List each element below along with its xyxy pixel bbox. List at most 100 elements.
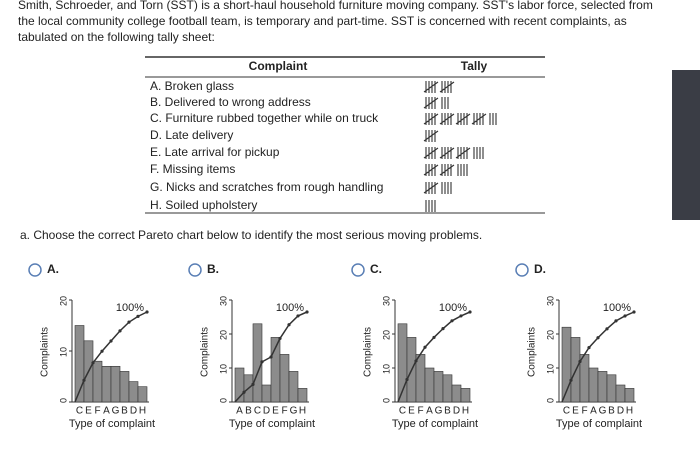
x-tick-label: G — [435, 406, 443, 417]
tally-marks — [423, 147, 484, 159]
x-tick-label: B — [444, 406, 451, 417]
cumulative-label: 100% — [276, 302, 304, 314]
x-tick-label: B — [245, 406, 252, 417]
cumulative-point — [82, 378, 86, 382]
y-tick-label: 30 — [218, 296, 228, 306]
cumulative-point — [127, 320, 131, 324]
x-tick-label: H — [299, 406, 306, 417]
cumulative-point — [118, 329, 122, 333]
cumulative-point — [100, 349, 104, 353]
x-tick-label: G — [290, 406, 298, 417]
y-tick-label: 10 — [58, 347, 68, 357]
cumulative-point — [614, 319, 618, 323]
cumulative-point — [468, 310, 472, 314]
x-tick-label: F — [281, 406, 287, 417]
bar — [110, 365, 121, 403]
option-label: B. — [207, 262, 219, 276]
complaint-label: A. Broken glass — [150, 79, 234, 93]
bar — [128, 381, 139, 403]
y-tick-label: 10 — [218, 364, 228, 374]
complaint-label: E. Late arrival for pickup — [150, 145, 280, 159]
bar — [615, 384, 626, 403]
cumulative-point — [242, 390, 246, 394]
bar — [442, 374, 453, 403]
x-tick-label: C — [254, 406, 261, 417]
y-tick-label: 20 — [218, 330, 228, 340]
tally-marks — [423, 113, 497, 125]
cumulative-point — [441, 327, 445, 331]
bar — [624, 388, 635, 403]
bar — [252, 323, 263, 403]
option-label: A. — [47, 262, 59, 276]
cumulative-point — [278, 336, 282, 341]
y-axis-label: Complaints — [363, 327, 374, 377]
bar — [137, 386, 148, 403]
bar — [297, 388, 308, 403]
bar — [460, 388, 471, 403]
tally-marks — [423, 182, 452, 194]
table-header: Tally — [461, 59, 488, 73]
x-tick-label: F — [94, 406, 100, 417]
x-tick-label: D — [263, 406, 270, 417]
tally-marks — [423, 97, 449, 109]
bar — [606, 374, 617, 403]
cumulative-point — [287, 323, 291, 327]
x-tick-label: H — [462, 406, 469, 417]
x-tick-label: A — [236, 406, 243, 417]
bar — [433, 371, 444, 403]
cumulative-point — [414, 359, 418, 363]
intro-line: tabulated on the following tally sheet: — [18, 30, 215, 44]
tally-marks — [425, 200, 436, 212]
x-tick-label: E — [572, 406, 579, 417]
x-tick-label: C — [76, 406, 83, 417]
cumulative-point — [251, 382, 255, 386]
x-tick-label: G — [112, 406, 120, 417]
y-axis-label: Complaints — [527, 327, 538, 377]
complaint-label: D. Late delivery — [150, 128, 233, 142]
y-axis-label: Complaints — [200, 327, 211, 377]
cumulative-point — [91, 361, 95, 365]
bar — [261, 384, 272, 403]
intro-line: the local community college football tea… — [18, 14, 627, 28]
x-tick-label: A — [590, 406, 597, 417]
complaint-label: H. Soiled upholstery — [150, 198, 257, 212]
radio-button[interactable] — [188, 263, 202, 277]
bar — [288, 371, 299, 403]
x-tick-label: B — [121, 406, 128, 417]
y-tick-label: 10 — [381, 364, 391, 374]
x-tick-label: A — [103, 406, 110, 417]
cumulative-point — [587, 346, 591, 350]
option-label: D. — [534, 262, 546, 276]
radio-button[interactable] — [28, 263, 42, 277]
cumulative-point — [109, 339, 113, 343]
option-label: C. — [370, 262, 382, 276]
radio-button[interactable] — [515, 263, 529, 277]
cumulative-point — [450, 319, 454, 323]
bar — [101, 365, 112, 403]
x-tick-label: E — [272, 406, 279, 417]
cumulative-point — [423, 345, 427, 349]
bar — [119, 371, 130, 403]
x-tick-label: F — [581, 406, 587, 417]
x-axis-label: Type of complaint — [69, 418, 155, 430]
x-tick-label: A — [426, 406, 433, 417]
bar — [588, 367, 599, 403]
x-axis-label: Type of complaint — [392, 418, 478, 430]
y-tick-label: 10 — [545, 364, 555, 374]
cumulative-label: 100% — [603, 302, 631, 314]
radio-button[interactable] — [351, 263, 365, 277]
y-tick-label: 0 — [545, 398, 555, 403]
x-tick-label: C — [563, 406, 570, 417]
side-panel — [672, 70, 700, 220]
complaint-label: C. Furniture rubbed together while on tr… — [150, 111, 379, 125]
y-axis-label: Complaints — [40, 327, 51, 377]
cumulative-point — [145, 310, 149, 314]
cumulative-point — [632, 310, 636, 314]
x-tick-label: C — [399, 406, 406, 417]
x-axis-label: Type of complaint — [556, 418, 642, 430]
complaint-label: G. Nicks and scratches from rough handli… — [150, 180, 383, 194]
cumulative-point — [605, 327, 609, 331]
cumulative-point — [578, 359, 582, 364]
y-tick-label: 30 — [545, 296, 555, 306]
